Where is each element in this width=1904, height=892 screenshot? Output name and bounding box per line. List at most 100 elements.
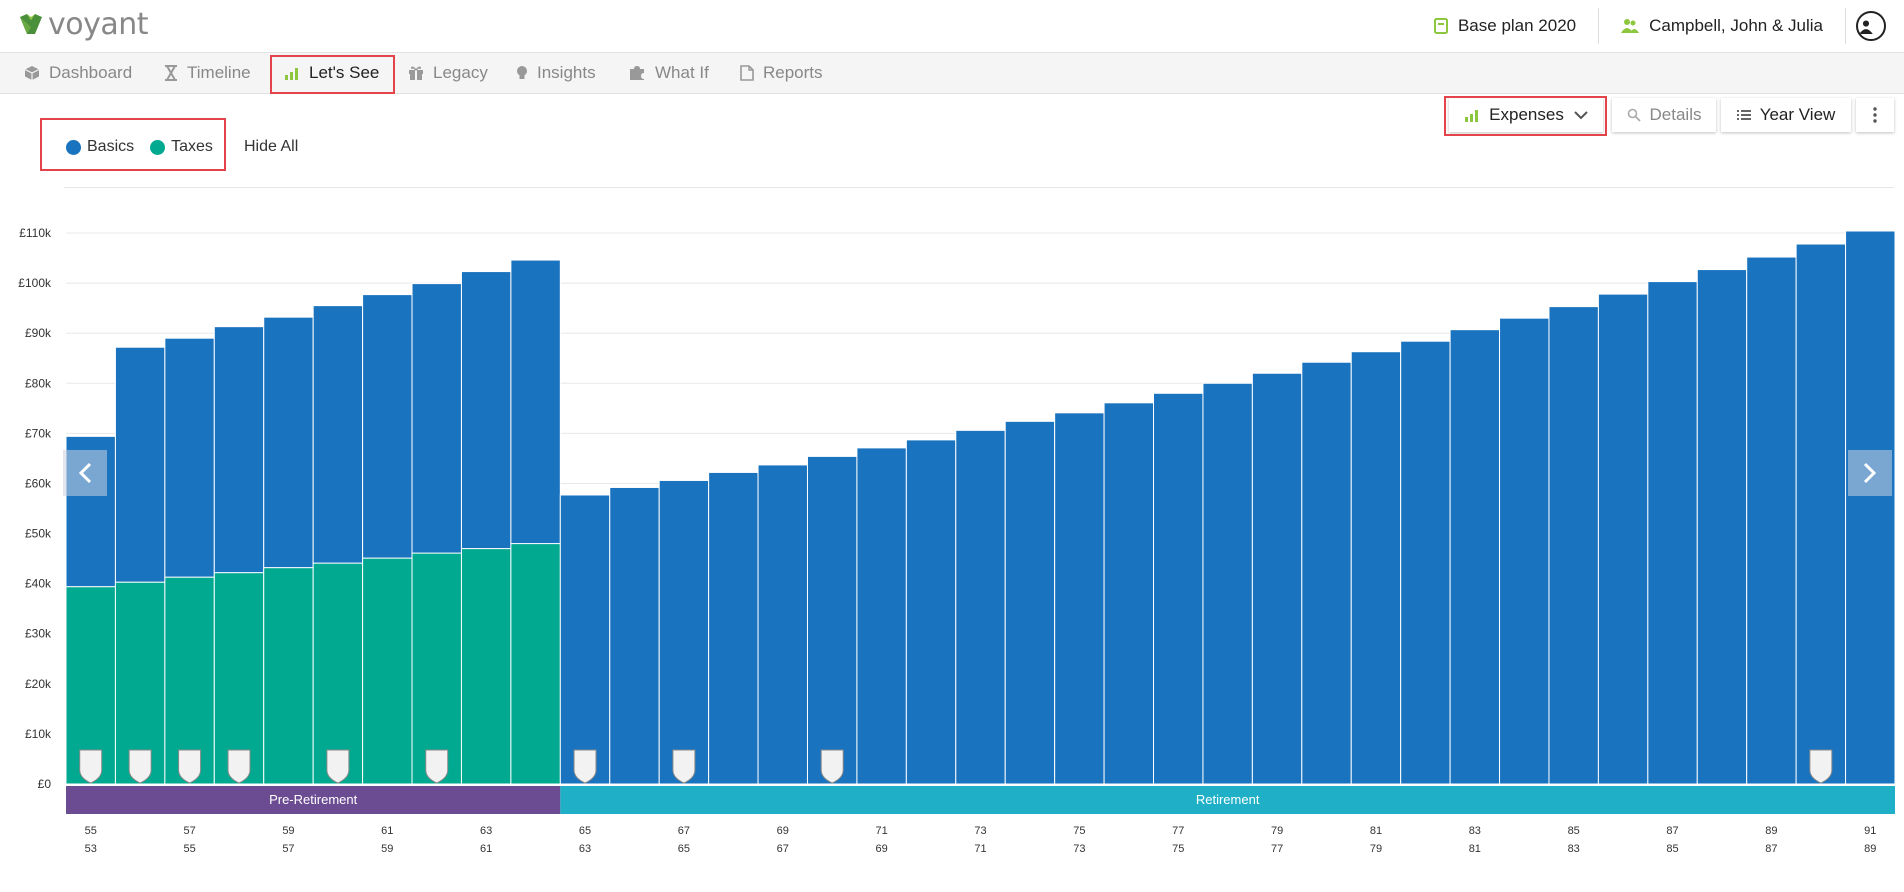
tab-what-if[interactable]: What If — [628, 53, 709, 93]
plan-label: Base plan 2020 — [1457, 16, 1577, 35]
x-tick-label-primary: 63 — [480, 825, 492, 837]
voyant-logo-icon — [20, 14, 42, 34]
puzzle-icon — [630, 66, 644, 80]
bar-basics — [312, 305, 364, 564]
x-tick-label-secondary: 87 — [1765, 843, 1777, 855]
x-tick-label-secondary: 79 — [1370, 843, 1382, 855]
y-tick-label: £70k — [25, 426, 52, 440]
bar-basics — [559, 494, 611, 785]
header-divider — [1845, 8, 1846, 44]
milestone-marker-icon — [79, 749, 103, 784]
x-tick-label-primary: 79 — [1271, 825, 1283, 837]
logo[interactable]: voyant — [18, 6, 149, 42]
bar-basics — [1746, 256, 1797, 785]
chart-next-button[interactable] — [1848, 450, 1892, 496]
hourglass-icon — [165, 65, 177, 81]
plan-selector[interactable]: Base plan 2020 — [1412, 0, 1598, 52]
bar-basics — [1103, 402, 1155, 785]
tab-dashboard[interactable]: Dashboard — [24, 53, 132, 93]
hide-all-link[interactable]: Hide All — [244, 138, 299, 155]
x-tick-label-secondary: 55 — [183, 843, 195, 855]
client-selector[interactable]: Campbell, John & Julia — [1599, 0, 1845, 52]
gift-icon — [409, 66, 423, 80]
cube-icon — [24, 66, 40, 80]
milestone-marker-icon — [820, 749, 844, 784]
x-tick-label-primary: 61 — [381, 825, 393, 837]
year-view-button[interactable]: Year View — [1721, 98, 1851, 132]
lets-see-highlight — [270, 55, 395, 94]
x-tick-label-primary: 89 — [1765, 825, 1777, 837]
expenses-chart: £0 £10k £20k £30k £40k £50k £60k £70k £80k £90k £1… — [18, 226, 1896, 855]
milestone-marker-icon — [672, 749, 696, 784]
chevron-right-icon — [1863, 462, 1877, 484]
x-tick-label-secondary: 69 — [876, 843, 888, 855]
expenses-label: Expenses — [1489, 105, 1564, 124]
y-tick-label: £50k — [25, 527, 52, 541]
x-tick-label-secondary: 75 — [1172, 843, 1184, 855]
x-tick-label-primary: 59 — [282, 825, 294, 837]
x-tick-label-secondary: 73 — [1073, 843, 1085, 855]
x-tick-label-secondary: 57 — [282, 843, 294, 855]
user-avatar-icon[interactable] — [1856, 11, 1886, 41]
x-tick-label-primary: 55 — [85, 825, 97, 837]
bar-basics — [460, 271, 512, 550]
y-tick-label: £60k — [25, 476, 52, 490]
legend-label: Taxes — [171, 138, 213, 155]
bar-basics — [1301, 361, 1352, 785]
chevron-down-icon — [1574, 110, 1588, 119]
chevron-left-icon — [78, 462, 92, 484]
details-button[interactable]: Details — [1612, 98, 1716, 132]
bar-basics — [1449, 329, 1501, 785]
legend-taxes[interactable]: Taxes — [150, 138, 213, 156]
taxes-color-dot — [150, 139, 166, 155]
x-tick-label-primary: 75 — [1073, 825, 1085, 837]
x-tick-label-primary: 77 — [1172, 825, 1184, 837]
bar-basics — [1696, 269, 1748, 785]
legend-basics[interactable]: Basics — [66, 138, 134, 156]
bar-basics — [1647, 281, 1698, 785]
expenses-dropdown[interactable]: Expenses — [1449, 98, 1603, 132]
x-tick-label-secondary: 53 — [85, 843, 97, 855]
x-tick-label-primary: 73 — [974, 825, 986, 837]
y-tick-label: £20k — [25, 677, 52, 691]
x-tick-label-secondary: 71 — [974, 843, 986, 855]
milestone-marker-icon — [1809, 749, 1833, 784]
x-tick-label-secondary: 63 — [579, 843, 591, 855]
tab-timeline[interactable]: Timeline — [164, 53, 251, 93]
chart-prev-button[interactable] — [63, 450, 107, 496]
tab-reports[interactable]: Reports — [740, 53, 823, 93]
milestone-marker-icon — [573, 749, 597, 784]
tab-legacy[interactable]: Legacy — [408, 53, 488, 93]
bar-taxes — [362, 557, 413, 785]
bar-basics — [213, 326, 265, 574]
phase-band — [560, 786, 1895, 814]
phase-label: Retirement — [1196, 792, 1260, 807]
tab-label: Legacy — [433, 63, 488, 82]
bar-basics — [806, 455, 858, 785]
y-tick-label: £110k — [19, 226, 52, 240]
more-options-button[interactable] — [1856, 98, 1894, 132]
bar-basics — [757, 464, 808, 785]
tab-lets-see[interactable]: Let's See — [284, 53, 379, 93]
bar-taxes — [263, 567, 314, 785]
milestone-marker-icon — [227, 749, 251, 784]
year-view-label: Year View — [1759, 105, 1836, 124]
bar-basics — [1499, 317, 1550, 785]
x-tick-label-primary: 57 — [183, 825, 195, 837]
phase-band — [66, 786, 561, 814]
bar-basics — [1795, 243, 1847, 785]
x-tick-label-primary: 65 — [579, 825, 591, 837]
logo-text: voyant — [48, 6, 149, 42]
bar-basics — [362, 294, 413, 559]
x-tick-label-primary: 85 — [1568, 825, 1580, 837]
bar-taxes — [510, 543, 561, 785]
client-label: Campbell, John & Julia — [1649, 16, 1823, 35]
header-divider — [1598, 8, 1600, 44]
kebab-menu-icon — [1873, 107, 1877, 123]
tab-insights[interactable]: Insights — [516, 53, 596, 93]
bar-basics — [1251, 372, 1303, 785]
x-tick-label-secondary: 65 — [678, 843, 690, 855]
search-icon — [1627, 108, 1641, 122]
x-tick-label-primary: 69 — [777, 825, 789, 837]
y-tick-label: £100k — [18, 276, 52, 290]
